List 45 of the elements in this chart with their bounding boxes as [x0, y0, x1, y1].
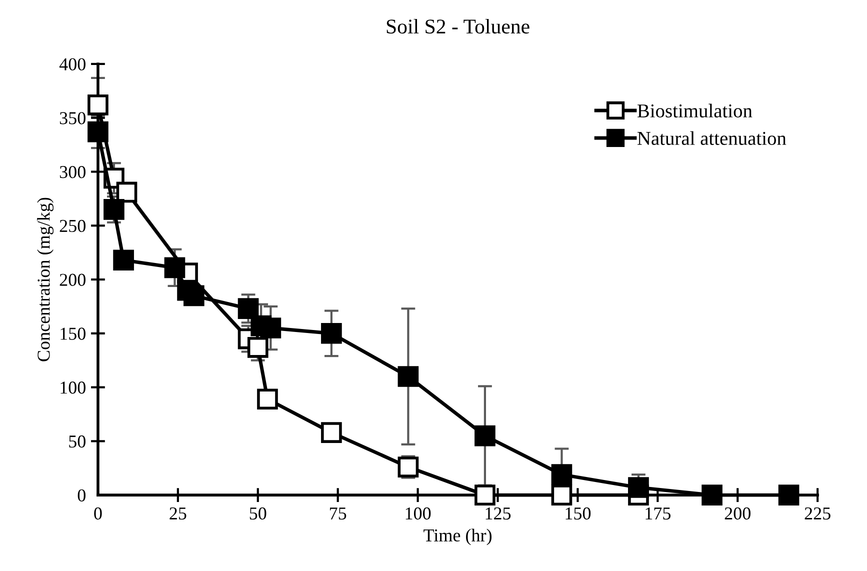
x-tick-label: 50	[250, 507, 266, 520]
point	[238, 298, 259, 320]
point	[257, 388, 278, 410]
y-tick-label: 300	[60, 166, 86, 178]
x-tick-label: 0	[94, 507, 102, 520]
y-axis-title: Concentration (mg/kg)	[37, 198, 54, 362]
y-tick-label: 250	[60, 220, 86, 232]
point	[88, 121, 108, 142]
point	[551, 484, 572, 506]
y-tick-label: 100	[60, 382, 86, 394]
point	[321, 422, 342, 443]
point	[628, 477, 649, 498]
point	[398, 366, 419, 387]
point	[164, 257, 186, 278]
x-tick-label: 25	[170, 507, 186, 520]
point	[551, 464, 572, 485]
point	[113, 250, 134, 271]
x-tick-label: 200	[724, 507, 750, 520]
legend-label: Biostimulation	[637, 104, 752, 118]
x-tick-label: 125	[486, 507, 511, 520]
point	[702, 484, 722, 506]
x-tick-label: 175	[646, 507, 671, 520]
y-tick-label: 200	[60, 274, 86, 286]
point	[321, 322, 342, 344]
x-tick-label: 100	[406, 507, 431, 520]
point	[247, 336, 268, 358]
point	[474, 425, 496, 446]
y-tick-label: 50	[69, 435, 86, 448]
x-axis-title: Time (hr)	[424, 528, 492, 546]
point	[778, 484, 800, 506]
y-tick-label: 350	[60, 112, 86, 124]
point	[184, 285, 204, 306]
legend-label: Natural attenuation	[637, 131, 786, 145]
x-tick-label: 150	[566, 507, 591, 520]
point	[260, 318, 282, 338]
point	[474, 484, 496, 506]
y-tick-label: 150	[60, 328, 86, 340]
chart-title: Soil S2 - Toluene	[386, 18, 530, 34]
point	[88, 94, 108, 116]
x-tick-label: 225	[804, 507, 830, 520]
point	[104, 199, 124, 220]
y-tick-label: 0	[78, 489, 86, 502]
y-tick-label: 400	[59, 58, 86, 70]
x-tick-label: 75	[330, 508, 346, 520]
point	[116, 182, 138, 203]
